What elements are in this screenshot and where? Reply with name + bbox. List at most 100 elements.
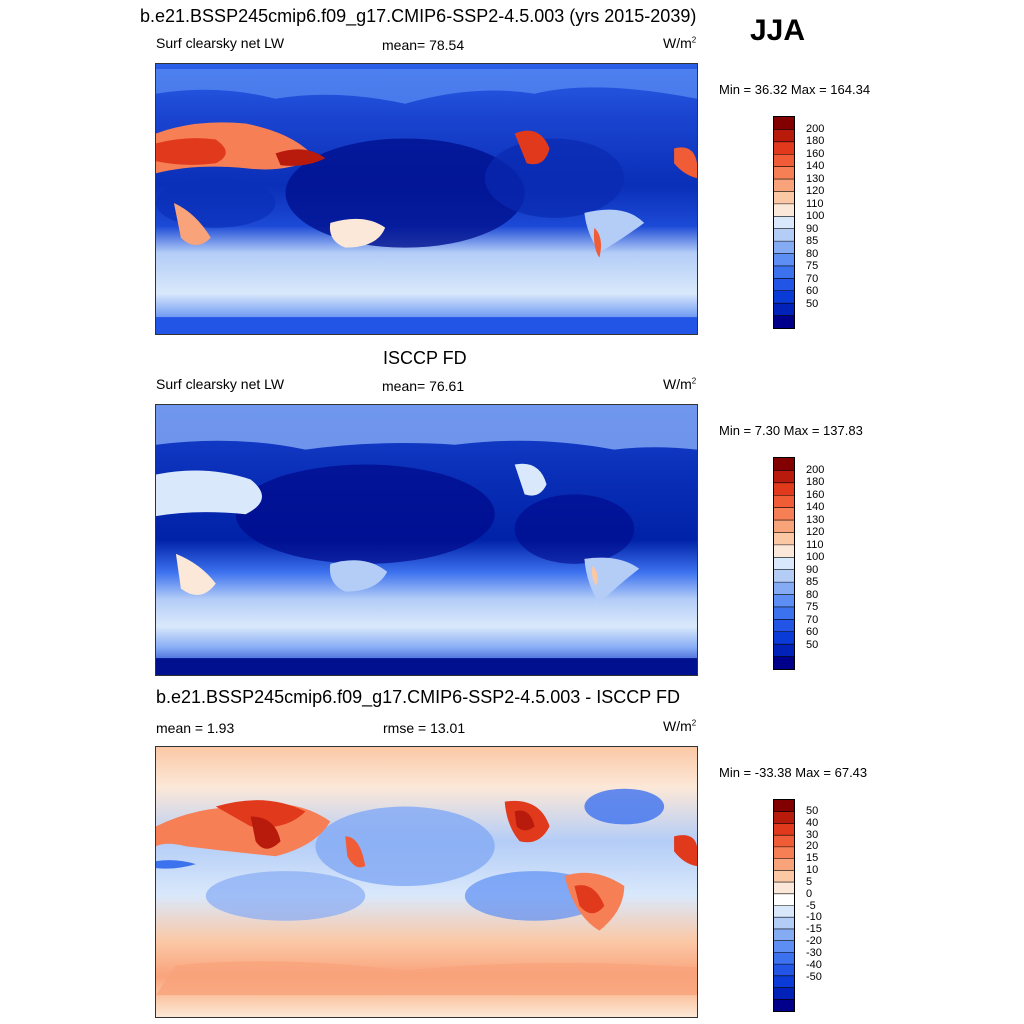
colorbar-swatch — [774, 216, 794, 230]
panel3-minmax: Min = -33.38 Max = 67.43 — [719, 765, 868, 780]
panel3-tick: 40 — [806, 816, 819, 829]
panel3-tick: -15 — [806, 923, 822, 936]
colorbar-swatch — [774, 870, 794, 883]
panel1-mean: mean= 78.54 — [382, 37, 465, 53]
panel3-rmse: rmse = 13.01 — [383, 720, 466, 736]
colorbar-swatch — [774, 228, 794, 242]
colorbar-swatch — [774, 203, 794, 217]
colorbar-swatch — [774, 166, 794, 180]
colorbar-swatch — [774, 520, 794, 533]
colorbar-swatch — [774, 905, 794, 918]
colorbar-swatch — [774, 117, 794, 130]
panel1-tick: 70 — [806, 272, 819, 285]
panel1-tick: 160 — [806, 147, 825, 160]
panel2-tick: 70 — [806, 613, 819, 626]
panel2-mean: mean= 76.61 — [382, 378, 465, 394]
colorbar-swatch — [774, 303, 794, 317]
panel3-tick: -50 — [806, 970, 822, 983]
panel1-tick: 140 — [806, 160, 825, 173]
panel3-tick: -10 — [806, 911, 822, 924]
panel2-tick: 110 — [806, 538, 824, 551]
colorbar-swatch — [774, 290, 794, 304]
panel1-tick: 85 — [806, 235, 819, 248]
colorbar-swatch — [774, 482, 794, 496]
colorbar-swatch — [774, 154, 794, 168]
panel3-tick: 50 — [806, 804, 819, 817]
colorbar-swatch — [774, 619, 794, 633]
colorbar-swatch — [774, 811, 794, 824]
colorbar-swatch — [774, 191, 794, 205]
colorbar-swatch — [774, 557, 794, 571]
panel3-tick: 5 — [806, 875, 813, 888]
panel3-map — [155, 746, 698, 1018]
colorbar-swatch — [774, 823, 794, 836]
panel3-tick: 15 — [806, 852, 819, 865]
colorbar-swatch — [774, 846, 794, 860]
panel2-tick: 130 — [806, 513, 825, 526]
panel2-colorbar — [773, 457, 795, 670]
panel1-tick: 100 — [806, 210, 825, 223]
panel2-tick: 80 — [806, 588, 819, 601]
colorbar-swatch — [774, 800, 794, 813]
panel3-tick: 30 — [806, 828, 819, 841]
panel2-tick: 140 — [806, 501, 825, 514]
panel1-tick: 130 — [806, 172, 825, 185]
panel1-tick: 60 — [806, 285, 819, 298]
panel1-tick: 90 — [806, 222, 819, 235]
panel1-minmax: Min = 36.32 Max = 164.34 — [719, 82, 871, 97]
panel3-tick: -5 — [806, 899, 816, 912]
colorbar-swatch — [774, 928, 794, 942]
colorbar-swatch — [774, 532, 794, 546]
panel2-minmax: Min = 7.30 Max = 137.83 — [719, 423, 863, 438]
panel3-tick: 0 — [806, 887, 813, 900]
colorbar-swatch — [774, 179, 794, 192]
panel1-tick: 75 — [806, 260, 819, 273]
panel3-tick: 20 — [806, 840, 819, 853]
panel2-tick: 90 — [806, 563, 819, 576]
colorbar-swatch — [774, 594, 794, 608]
colorbar-swatch — [774, 458, 794, 471]
colorbar-swatch — [774, 507, 794, 521]
colorbar-swatch — [774, 964, 794, 977]
colorbar-swatch — [774, 987, 794, 1000]
panel3-tick: -20 — [806, 935, 822, 947]
panel1-title: b.e21.BSSP245cmip6.f09_g17.CMIP6-SSP2-4.… — [140, 6, 697, 26]
colorbar-swatch — [774, 495, 794, 509]
colorbar-swatch — [774, 141, 794, 155]
colorbar-swatch — [774, 882, 794, 895]
panel2-field-label: Surf clearsky net LW — [156, 376, 285, 392]
panel1-tick: 110 — [806, 197, 824, 210]
colorbar-swatch — [774, 606, 794, 620]
panel1-tick: 120 — [806, 185, 825, 198]
colorbar-swatch — [774, 278, 794, 292]
panel2-tick: 85 — [806, 576, 819, 589]
panel3-units: W/m2 — [663, 718, 697, 734]
panel1-tick: 180 — [806, 135, 825, 148]
colorbar-swatch — [774, 315, 794, 328]
colorbar-swatch — [774, 644, 794, 658]
colorbar-swatch — [774, 582, 794, 596]
panel2-tick: 200 — [806, 463, 825, 476]
panel1-field-label: Surf clearsky net LW — [156, 35, 285, 51]
panel1-map — [155, 63, 698, 335]
panel2-map — [155, 404, 698, 676]
colorbar-swatch — [774, 631, 794, 645]
panel1-tick: 200 — [806, 122, 825, 135]
colorbar-swatch — [774, 656, 794, 669]
colorbar-swatch — [774, 858, 794, 871]
panel2-tick: 60 — [806, 626, 819, 639]
panel3-tick: 10 — [806, 864, 819, 876]
colorbar-swatch — [774, 835, 794, 848]
colorbar-swatch — [774, 917, 794, 930]
panel1-colorbar — [773, 116, 795, 329]
panel3-colorbar — [773, 799, 795, 1012]
panel2-units: W/m2 — [663, 376, 697, 392]
panel2-tick: 180 — [806, 476, 825, 489]
panel1-tick: 50 — [806, 297, 819, 310]
colorbar-swatch — [774, 129, 794, 143]
panel3-title: b.e21.BSSP245cmip6.f09_g17.CMIP6-SSP2-4.… — [156, 687, 680, 707]
colorbar-swatch — [774, 999, 794, 1011]
colorbar-swatch — [774, 940, 794, 953]
panel2-tick: 160 — [806, 488, 825, 501]
panel3-mean: mean = 1.93 — [156, 720, 235, 736]
